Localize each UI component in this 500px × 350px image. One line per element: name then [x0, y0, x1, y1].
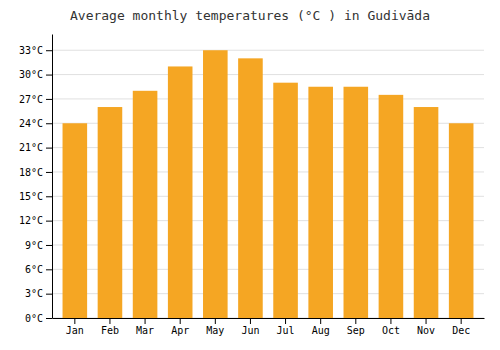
- tick-label: Mar: [136, 325, 154, 336]
- tick: 15°C: [19, 191, 52, 202]
- bar: [414, 107, 439, 318]
- tick-mark: [46, 172, 52, 173]
- tick-label: 30°C: [19, 69, 43, 80]
- tick-mark: [109, 318, 110, 324]
- tick-label: Jun: [241, 325, 259, 336]
- tick-mark: [46, 99, 52, 100]
- tick-mark: [461, 318, 462, 324]
- bar: [449, 123, 474, 318]
- tick-mark: [46, 50, 52, 51]
- tick-mark: [390, 318, 391, 324]
- bar: [63, 123, 88, 318]
- tick: 21°C: [19, 142, 52, 153]
- tick-label: 12°C: [19, 215, 43, 226]
- tick-label: May: [206, 325, 224, 336]
- tick-label: 3°C: [25, 288, 43, 299]
- tick: 3°C: [25, 288, 52, 299]
- tick: Aug: [312, 318, 330, 336]
- tick-label: Feb: [101, 325, 119, 336]
- tick-label: Dec: [452, 325, 470, 336]
- tick-mark: [46, 221, 52, 222]
- tick-mark: [46, 75, 52, 76]
- tick-mark: [320, 318, 321, 324]
- tick-label: 9°C: [25, 240, 43, 251]
- tick: Oct: [382, 318, 400, 336]
- bars: [63, 50, 474, 318]
- axis-line: [53, 318, 485, 319]
- tick-label: 0°C: [25, 313, 43, 324]
- tick: May: [206, 318, 224, 336]
- tick-label: 15°C: [19, 191, 43, 202]
- bar: [238, 58, 263, 318]
- tick: 30°C: [19, 69, 52, 80]
- tick: 33°C: [19, 45, 52, 56]
- tick-label: 27°C: [19, 94, 43, 105]
- tick: Jul: [277, 318, 295, 336]
- title: Average monthly temperatures (°C ) in Gu…: [70, 8, 430, 23]
- tick: Jan: [66, 318, 84, 336]
- tick-label: 21°C: [19, 142, 43, 153]
- tick: 0°C: [25, 313, 52, 324]
- bar: [168, 66, 193, 318]
- grid-line: [52, 74, 484, 75]
- tick: Nov: [417, 318, 435, 336]
- tick-mark: [46, 245, 52, 246]
- grid-line: [52, 50, 484, 51]
- bar: [273, 83, 298, 318]
- tick-mark: [46, 269, 52, 270]
- tick-mark: [180, 318, 181, 324]
- grid: [52, 50, 484, 318]
- tick: Dec: [452, 318, 470, 336]
- tick-label: 24°C: [19, 118, 43, 129]
- tick-label: Jan: [66, 325, 84, 336]
- tick: Jun: [241, 318, 259, 336]
- bar: [98, 107, 123, 318]
- x-axis: Jan Feb Mar Apr May Jun Jul Aug Sep Oct Nov Dec: [53, 318, 485, 336]
- tick-mark: [46, 318, 52, 319]
- bar: [344, 87, 369, 318]
- tick-label: 6°C: [25, 264, 43, 275]
- tick-mark: [355, 318, 356, 324]
- tick: 27°C: [19, 94, 52, 105]
- tick-label: Aug: [312, 325, 330, 336]
- bar: [308, 87, 333, 318]
- chart: Jan Feb Mar Apr May Jun Jul Aug Sep Oct Nov Dec 0°C 3…: [0, 0, 500, 350]
- tick: Mar: [136, 318, 154, 336]
- tick-mark: [250, 318, 251, 324]
- tick-mark: [74, 318, 75, 324]
- y-axis: 0°C 3°C 6°C 9°C 12°C 15°C 18°C 21°C 24°C 27°C 30°C…: [19, 35, 53, 324]
- tick: Apr: [171, 318, 189, 336]
- plot: Jan Feb Mar Apr May Jun Jul Aug Sep Oct Nov Dec 0°C 3…: [19, 35, 485, 337]
- tick: 6°C: [25, 264, 52, 275]
- tick: 18°C: [19, 167, 52, 178]
- tick: Sep: [347, 318, 365, 336]
- tick-label: Nov: [417, 325, 435, 336]
- tick-label: 33°C: [19, 45, 43, 56]
- tick-label: Apr: [171, 325, 189, 336]
- tick-label: Jul: [277, 325, 295, 336]
- tick: 9°C: [25, 240, 52, 251]
- tick-label: Sep: [347, 325, 365, 336]
- grid-line: [52, 98, 484, 99]
- tick-mark: [215, 318, 216, 324]
- tick-mark: [46, 196, 52, 197]
- tick-mark: [46, 148, 52, 149]
- tick-mark: [285, 318, 286, 324]
- tick: 12°C: [19, 215, 52, 226]
- tick: 24°C: [19, 118, 52, 129]
- axis-line: [52, 35, 53, 319]
- tick-mark: [426, 318, 427, 324]
- tick-mark: [145, 318, 146, 324]
- bar: [379, 95, 404, 318]
- tick-label: Oct: [382, 325, 400, 336]
- tick: Feb: [101, 318, 119, 336]
- tick-mark: [46, 294, 52, 295]
- bar: [203, 50, 228, 318]
- tick-mark: [46, 123, 52, 124]
- tick-label: 18°C: [19, 167, 43, 178]
- bar: [133, 91, 158, 318]
